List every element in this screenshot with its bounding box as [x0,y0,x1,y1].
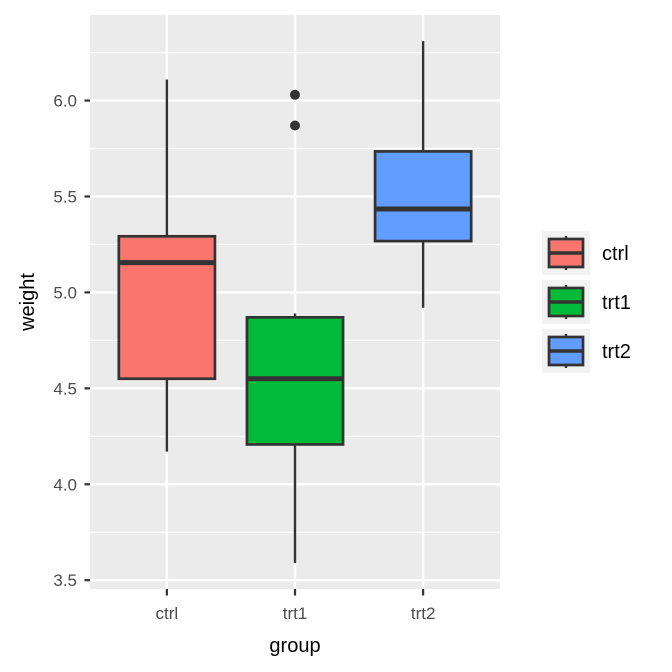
y-axis-title: weight [17,273,39,332]
legend-label-trt1: trt1 [602,292,631,314]
legend-label-ctrl: ctrl [602,243,629,265]
box-trt2 [373,150,473,243]
outlier-point-trt1 [290,89,300,100]
outlier-point-trt1 [290,120,300,131]
y-tick-label: 6.0 [53,92,77,111]
x-tick-label: trt1 [283,604,308,623]
boxplot-data-layer [117,41,473,563]
axis-layer: 3.5 4.0 4.5 5.0 5.5 6.0 ctrl trt1 trt2 [53,92,435,623]
y-tick-label: 4.5 [53,379,77,398]
x-tick-label: ctrl [156,604,179,623]
y-tick-label: 3.5 [53,571,77,590]
y-tick-label: 5.0 [53,283,77,302]
x-tick-label: trt2 [411,604,436,623]
y-tick-label: 5.5 [53,187,77,206]
y-tick-label: 4.0 [53,475,77,494]
legend: ctrl trt1 trt2 [542,231,631,373]
box-ctrl [117,234,217,381]
legend-label-trt2: trt2 [602,341,631,363]
x-axis-title: group [269,635,320,657]
